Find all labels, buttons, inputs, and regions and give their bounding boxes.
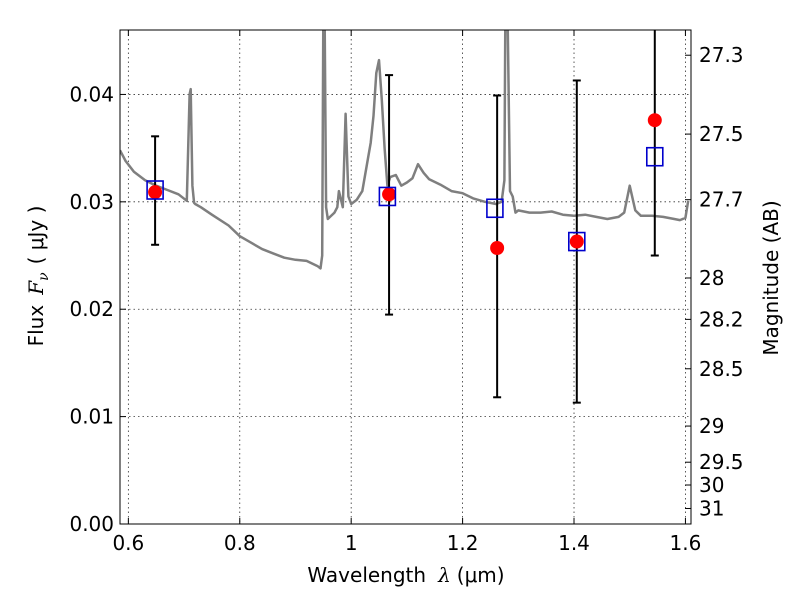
observed-flux-point [148,185,163,200]
plot-frame [119,29,692,525]
y2-tick-label: 28 [699,266,724,290]
y-tick-label: 0.02 [69,297,114,321]
x-axis-title: Wavelength λ (μm) [307,563,504,587]
x-tick-label: 1.2 [447,531,479,555]
data-points-layer [148,113,662,256]
observed-flux-point [490,241,505,256]
y-tick-label: 0.00 [69,512,114,536]
x-tick-label: 1 [345,531,358,555]
y2-tick-label: 29 [699,414,724,438]
y-tick-label: 0.01 [69,405,114,429]
errorbar-layer [151,30,659,404]
y-axis-symbol: F [24,280,48,296]
observed-flux-point [647,113,662,128]
model-squares-layer [146,146,664,252]
model-photometry-square [378,186,397,207]
y-axis-title-text: Flux [24,305,48,347]
x-axis-symbol: λ [437,563,451,587]
model-photometry-square [486,198,504,219]
y-tick-label: 0.04 [69,82,114,106]
axes: 0.6 0.8 1 1.2 1.4 1.6 0.00 0.01 0.02 0.03 0.04 27.3… [69,30,744,555]
model-spectrum-layer [120,30,690,270]
x-axis-title-text: Wavelength [307,563,426,587]
y-axis-subscript: ν [36,272,52,281]
model-spectrum-line [120,30,690,270]
y2-tick-label: 27.7 [699,188,744,212]
x-tick-label: 1.6 [670,531,702,555]
y-tick-label: 0.03 [69,190,114,214]
model-photometry-square [146,180,164,200]
x-tick-label: 0.8 [224,531,256,555]
y-axis-unit: ( μJy ) [24,206,48,265]
y2-tick-label: 27.5 [699,122,744,146]
x-axis-unit: (μm) [457,563,505,587]
y2-tick-label: 31 [699,496,724,520]
model-photometry-square [645,146,664,167]
observed-flux-point [382,187,397,202]
y2-tick-label: 29.5 [699,450,744,474]
y2-axis-title: Magnitude (AB) [759,200,783,355]
y2-tick-label: 28.5 [699,357,744,381]
y2-tick-label: 30 [699,473,724,497]
y-axis-title: Flux Fν ( μJy ) [24,206,52,347]
x-tick-label: 0.6 [112,531,144,555]
observed-flux-point [569,234,584,249]
model-photometry-square [567,231,586,252]
y2-tick-label: 28.2 [699,307,744,331]
y2-tick-label: 27.3 [699,43,744,67]
grid [120,30,691,524]
x-tick-label: 1.4 [558,531,590,555]
